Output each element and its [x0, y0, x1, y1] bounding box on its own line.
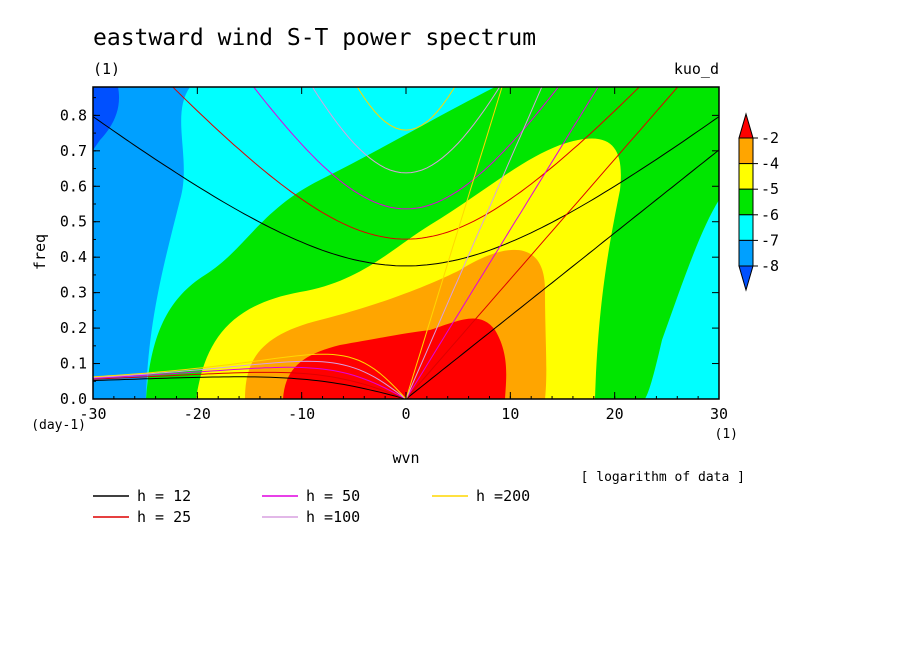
y-tick-label: 0.6 — [60, 177, 87, 195]
colorbar-segment — [738, 239, 754, 267]
contour-field — [93, 87, 719, 399]
colorbar-segment — [738, 163, 754, 190]
colorbar-bottom-triangle — [738, 265, 754, 292]
dispersion-curve-inertia-gravity — [253, 87, 559, 210]
dispersion-curve-kelvin — [405, 149, 719, 399]
y-tick-label: 0.3 — [60, 284, 87, 302]
x-tick-label: -30 — [79, 405, 106, 423]
x-tick-label: 0 — [401, 405, 410, 423]
fill-level-8-7 — [93, 87, 190, 399]
dispersion-curve-rossby — [93, 353, 407, 399]
y-tick-label: 0.1 — [60, 355, 87, 373]
colorbar-label: -7 — [761, 231, 779, 249]
x-tick-label: 10 — [501, 405, 519, 423]
axes: -30 -20 -10 0 10 20 30 0.0 0.1 0.2 0.3 0.4 0.5 0.6 0.7… — [60, 87, 728, 423]
legend-label: h =100 — [306, 508, 360, 526]
y-tick-label: 0.8 — [60, 106, 87, 124]
y-units-label: (day-1) — [31, 418, 86, 433]
dispersion-curve-inertia-gravity — [93, 116, 719, 267]
x-tick-label: 30 — [710, 405, 728, 423]
dispersion-curve-rossby — [93, 376, 407, 399]
colorbar: -2 -4 -5 -6 -7 -8 — [738, 112, 779, 292]
legend-label: h = 50 — [306, 487, 360, 505]
colorbar-segment — [738, 188, 754, 216]
units-label: (1) — [93, 60, 120, 78]
colorbar-label: -2 — [761, 129, 779, 147]
fill-level-lt-8 — [93, 87, 120, 150]
experiment-label: kuo_d — [674, 60, 719, 78]
y-tick-label: 0.5 — [60, 213, 87, 231]
y-tick-label: 0.7 — [60, 142, 87, 160]
dispersion-curve-rossby — [93, 360, 407, 399]
dispersion-curve-inertia-gravity — [311, 87, 501, 174]
fill-level-gt-2 — [283, 318, 507, 399]
dispersion-curve-kelvin — [405, 87, 503, 399]
colorbar-label: -8 — [761, 257, 779, 275]
legend-label: h = 25 — [137, 508, 191, 526]
data-note: [ logarithm of data ] — [581, 470, 745, 485]
colorbar-label: -4 — [761, 155, 779, 173]
dispersion-curve-rossby — [93, 366, 407, 399]
colorbar-segment — [738, 137, 754, 165]
legend-label: h = 12 — [137, 487, 191, 505]
y-tick-label: 0.2 — [60, 319, 87, 337]
x-tick-label: -20 — [184, 405, 211, 423]
dispersion-curves — [93, 87, 719, 399]
y-tick-label: 0.0 — [60, 390, 87, 408]
x-units-label: (1) — [715, 427, 738, 442]
chart-title: eastward wind S-T power spectrum — [93, 25, 536, 51]
dispersion-curve-rossby — [93, 371, 407, 399]
colorbar-top-triangle — [738, 112, 754, 139]
dispersion-curve-kelvin — [405, 87, 599, 399]
x-tick-label: -10 — [288, 405, 315, 423]
legend-label: h =200 — [476, 487, 530, 505]
x-axis-label: wvn — [392, 449, 419, 467]
dispersion-curve-inertia-gravity — [172, 87, 640, 240]
colorbar-label: -6 — [761, 206, 779, 224]
colorbar-label: -5 — [761, 180, 779, 198]
x-tick-label: 20 — [606, 405, 624, 423]
colorbar-segment — [738, 214, 754, 241]
y-tick-label: 0.4 — [60, 248, 87, 266]
dispersion-curve-inertia-gravity — [356, 87, 456, 131]
y-axis-label: freq — [31, 234, 49, 270]
curve-legend: h = 12 h = 25 h = 50 h =100 h =200 — [93, 487, 530, 526]
dispersion-curve-kelvin — [405, 87, 543, 399]
dispersion-curve-kelvin — [405, 87, 679, 399]
